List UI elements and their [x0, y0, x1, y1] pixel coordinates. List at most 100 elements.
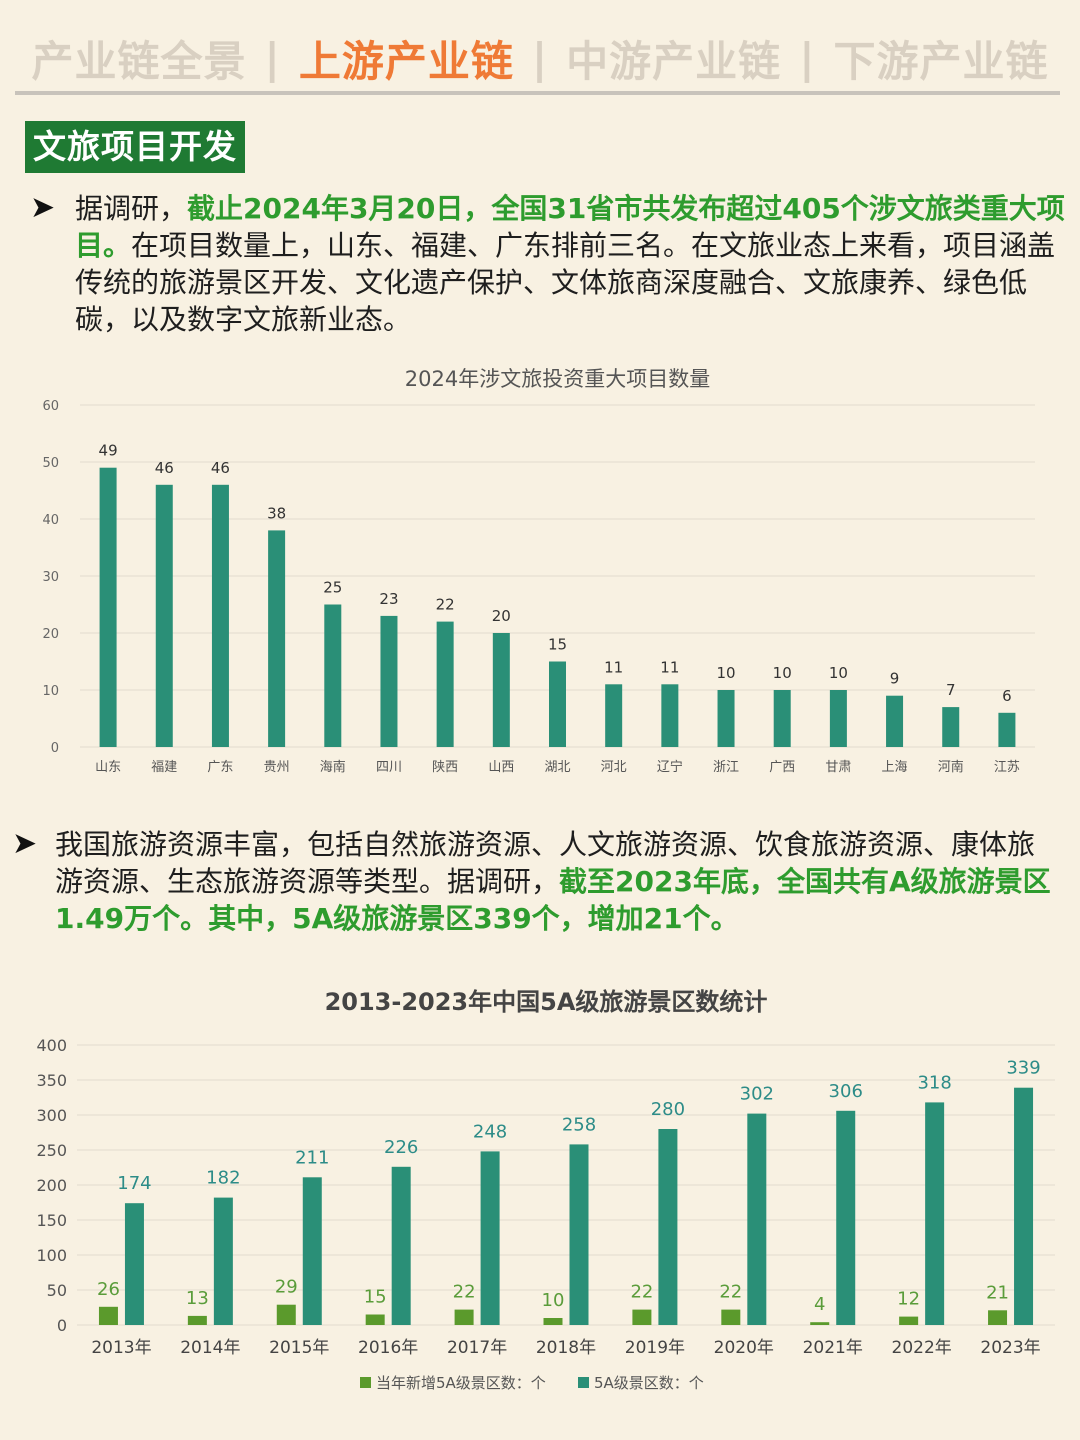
tab-separator: | [264, 34, 281, 83]
x-tick-label: 广东 [207, 760, 233, 775]
bar [324, 604, 342, 747]
data-label-new-5a: 15 [364, 1287, 387, 1308]
y-tick-label: 400 [36, 1036, 67, 1055]
y-tick-label: 40 [42, 513, 59, 528]
data-label-new-5a: 12 [897, 1289, 920, 1310]
x-tick-label: 江苏 [994, 759, 1020, 775]
data-label-total-5a: 182 [206, 1168, 240, 1189]
data-label: 46 [211, 459, 230, 477]
tab-midstream[interactable]: 中游产业链 [566, 37, 782, 86]
data-label: 11 [660, 658, 679, 676]
data-label-new-5a: 26 [97, 1279, 120, 1300]
tab-panorama[interactable]: 产业链全景 [31, 37, 247, 86]
x-tick-label: 上海 [882, 760, 908, 775]
bar-new-5a [721, 1309, 741, 1325]
provinces-bar-chart: 2024年涉文旅投资重大项目数量 0 10 20 30 40 50 60 49 山东 46 福建 46 广… [42, 367, 1035, 775]
y-tick-label: 100 [36, 1246, 67, 1265]
data-label-total-5a: 258 [562, 1114, 596, 1135]
data-label: 7 [946, 681, 956, 699]
x-tick-label: 山西 [488, 760, 514, 775]
y-tick-label: 0 [51, 741, 59, 756]
y-tick-label: 150 [36, 1211, 67, 1230]
bar [661, 684, 679, 747]
paragraph-lead: 据调研， [75, 192, 188, 225]
bar-new-5a [632, 1309, 652, 1325]
bar [605, 684, 623, 747]
x-tick-label: 2017年 [447, 1338, 507, 1358]
data-label: 10 [716, 664, 735, 682]
x-tick-label: 2018年 [536, 1338, 596, 1358]
bar-total-5a [124, 1203, 144, 1325]
data-label-total-5a: 174 [117, 1173, 151, 1194]
scenic-area-bar-chart: 2013-2023年中国5A级旅游景区数统计 0 50 100 150 200 250 300… [36, 988, 1055, 1392]
bar-total-5a [569, 1144, 589, 1325]
x-tick-label: 四川 [376, 760, 402, 775]
bar [829, 690, 847, 747]
y-tick-label: 250 [36, 1141, 67, 1160]
bar-total-5a [747, 1113, 767, 1325]
x-tick-label: 2021年 [803, 1338, 863, 1358]
bullet-arrow-icon: ➤ [12, 826, 38, 861]
x-tick-label: 2022年 [892, 1338, 952, 1358]
x-tick-label: 2020年 [714, 1338, 774, 1358]
tab-separator: | [799, 34, 816, 83]
y-tick-label: 10 [42, 684, 59, 699]
bar [99, 467, 117, 747]
data-label: 6 [1002, 687, 1012, 705]
data-label: 22 [436, 596, 455, 614]
chart-title: 2024年涉文旅投资重大项目数量 [405, 367, 710, 391]
x-tick-label: 2016年 [358, 1338, 418, 1358]
data-label-new-5a: 13 [186, 1288, 209, 1309]
y-tick-label: 30 [42, 570, 59, 585]
paragraph-highlight: 截至2023年底，全国共有A级旅游景区1.49万个。其中，5A级旅游景区339个… [55, 865, 1051, 935]
bar-total-5a [1014, 1087, 1034, 1325]
y-tick-label: 50 [42, 456, 59, 471]
x-tick-label: 浙江 [713, 760, 739, 775]
data-label: 38 [267, 504, 286, 522]
x-tick-label: 2015年 [269, 1338, 329, 1358]
x-tick-label: 甘肃 [825, 760, 851, 775]
bar [773, 690, 791, 747]
bar-new-5a [454, 1309, 474, 1325]
x-tick-label: 贵州 [264, 760, 290, 775]
x-tick-label: 湖北 [544, 760, 570, 775]
bar-new-5a [988, 1310, 1008, 1325]
bar-total-5a [213, 1197, 233, 1325]
x-tick-label: 广西 [769, 760, 795, 775]
data-label: 10 [829, 664, 848, 682]
tab-downstream[interactable]: 下游产业链 [833, 37, 1049, 86]
data-label: 49 [99, 442, 118, 460]
bar [549, 661, 566, 747]
x-tick-label: 海南 [320, 759, 346, 775]
data-label: 10 [773, 664, 792, 682]
data-label-total-5a: 306 [829, 1081, 863, 1102]
x-tick-label: 河北 [601, 760, 627, 775]
data-label: 20 [492, 607, 511, 625]
legend-label-total-5a: 5A级景区数：个 [594, 1374, 704, 1392]
data-label-new-5a: 10 [542, 1290, 565, 1311]
legend-swatch-total-5a [578, 1377, 589, 1388]
data-label: 46 [155, 459, 174, 477]
x-tick-label: 2019年 [625, 1338, 685, 1358]
data-label-total-5a: 248 [473, 1121, 507, 1142]
data-label-total-5a: 211 [295, 1147, 329, 1168]
y-tick-label: 50 [47, 1281, 67, 1300]
tab-separator: | [531, 34, 549, 83]
bar-total-5a [480, 1151, 500, 1325]
data-label-total-5a: 226 [384, 1137, 418, 1158]
y-tick-label: 300 [36, 1106, 67, 1125]
bar [155, 484, 173, 747]
x-tick-label: 陕西 [432, 760, 458, 775]
tabs-divider [15, 91, 1060, 95]
chart-title: 2013-2023年中国5A级旅游景区数统计 [325, 988, 768, 1016]
data-label: 11 [604, 658, 623, 676]
data-label: 25 [323, 579, 342, 597]
bar-new-5a [187, 1315, 207, 1325]
paragraph-scenic-areas: 我国旅游资源丰富，包括自然旅游资源、人文旅游资源、饮食旅游资源、康体旅游资源、生… [55, 826, 1055, 937]
paragraph-lead: 我国旅游资源丰富，包括自然旅游资源、人文旅游资源、饮食旅游资源、康体旅游资源、生… [55, 828, 1036, 898]
bar [886, 695, 904, 747]
bar [268, 530, 286, 747]
bar [942, 707, 960, 747]
tab-upstream[interactable]: 上游产业链 [298, 37, 514, 86]
data-label-new-5a: 21 [986, 1282, 1009, 1303]
